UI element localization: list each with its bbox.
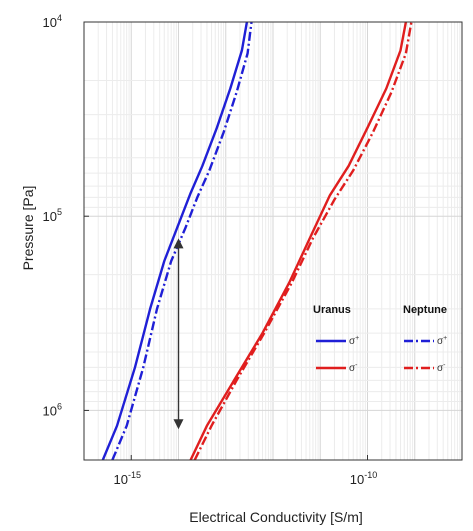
legend-symbol: σ- (437, 362, 446, 374)
x-tick-label: 10-15 (114, 470, 141, 487)
annotation-layer (173, 238, 184, 430)
y-tick-label: 106 (43, 401, 62, 418)
legend: Uranus Neptune σ+ σ+ σ-σ- (313, 304, 447, 374)
series-neptune-plus (111, 22, 253, 460)
series-uranus-minus (189, 22, 408, 460)
legend-symbol: σ+ (437, 335, 447, 347)
x-axis-label: Electrical Conductivity [S/m] (189, 509, 363, 525)
x-tick-label: 10-10 (350, 470, 377, 487)
y-tick-label: 104 (43, 13, 62, 30)
axis-ticks: 10-15 10-10 104 105 106 (43, 13, 378, 487)
legend-symbol: σ- (349, 362, 358, 374)
double-arrow-head-bottom (173, 419, 184, 430)
legend-rows: σ+ σ+ σ-σ- (316, 335, 447, 374)
series-layer (101, 22, 413, 460)
series-neptune-minus (193, 22, 413, 460)
series-uranus-plus (101, 22, 249, 460)
legend-header-neptune: Neptune (403, 304, 447, 316)
legend-symbol: σ+ (349, 335, 359, 347)
double-arrow-head-top (173, 238, 184, 249)
grid (83, 21, 462, 460)
y-tick-label: 105 (43, 207, 62, 224)
plot-frame (83, 21, 463, 461)
y-axis-label: Pressure [Pa] (20, 186, 36, 271)
legend-header-uranus: Uranus (313, 304, 351, 316)
